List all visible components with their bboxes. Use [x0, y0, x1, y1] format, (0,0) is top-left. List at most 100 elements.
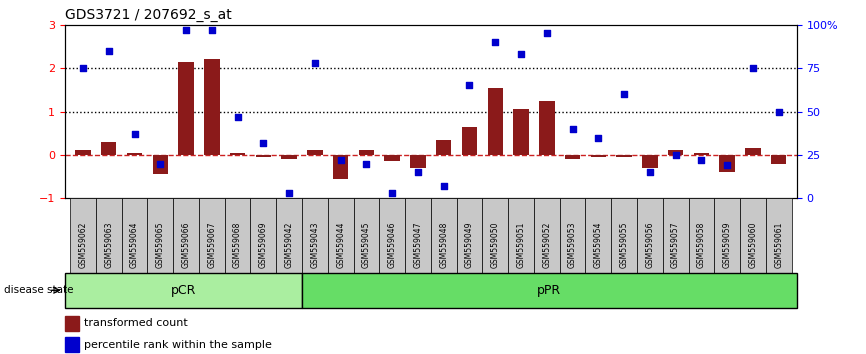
Point [643, 170, 656, 175]
Text: GSM559049: GSM559049 [465, 222, 474, 268]
Bar [559, 198, 585, 292]
Bar [250, 198, 276, 292]
Bar [637, 198, 662, 292]
Text: GSM559043: GSM559043 [310, 222, 320, 268]
Bar [385, 155, 400, 161]
Bar [405, 198, 431, 292]
Text: pPR: pPR [537, 284, 561, 297]
Bar [642, 155, 657, 168]
Point [669, 152, 682, 158]
Bar [431, 198, 456, 292]
Text: GSM559050: GSM559050 [491, 222, 500, 268]
Bar [173, 198, 199, 292]
Bar [302, 198, 327, 292]
Text: GSM559064: GSM559064 [130, 222, 139, 268]
Text: GSM559061: GSM559061 [774, 222, 783, 268]
Bar [65, 316, 79, 331]
Point [695, 157, 708, 163]
Text: GSM559054: GSM559054 [594, 222, 603, 268]
Bar [766, 198, 792, 292]
Bar [359, 150, 374, 155]
Bar [565, 155, 580, 159]
Bar [255, 155, 271, 157]
Point [772, 109, 785, 114]
Point [308, 60, 322, 66]
Bar [714, 198, 740, 292]
Bar [65, 337, 79, 352]
Text: GSM559052: GSM559052 [542, 222, 552, 268]
Point [591, 135, 605, 140]
Bar [534, 198, 559, 292]
Point [282, 190, 296, 196]
Text: GSM559068: GSM559068 [233, 222, 242, 268]
Text: GSM559069: GSM559069 [259, 222, 268, 268]
Point [436, 183, 450, 189]
Text: GSM559060: GSM559060 [748, 222, 758, 268]
Point [488, 39, 502, 45]
Text: GSM559055: GSM559055 [619, 222, 629, 268]
Text: GSM559057: GSM559057 [671, 222, 680, 268]
Bar [611, 198, 637, 292]
Bar [585, 198, 611, 292]
Bar [333, 155, 348, 179]
Bar [462, 127, 477, 155]
Point [617, 91, 631, 97]
Point [256, 140, 270, 145]
Bar [178, 62, 194, 155]
Bar [617, 155, 632, 157]
Text: GDS3721 / 207692_s_at: GDS3721 / 207692_s_at [65, 8, 232, 22]
Bar [199, 198, 224, 292]
Bar [147, 198, 173, 292]
Text: pCR: pCR [171, 284, 197, 297]
Bar [152, 155, 168, 175]
Bar [688, 198, 714, 292]
Bar [229, 153, 245, 155]
Text: disease state: disease state [4, 285, 74, 295]
Point [102, 48, 116, 53]
Bar [204, 59, 220, 155]
Bar [488, 88, 503, 155]
Bar [539, 101, 554, 155]
Point [540, 30, 553, 36]
Text: transformed count: transformed count [84, 318, 188, 329]
Point [411, 170, 425, 175]
Text: GSM559056: GSM559056 [645, 222, 655, 268]
Bar [126, 153, 142, 155]
Bar [353, 198, 379, 292]
Bar [302, 273, 797, 308]
Bar [745, 148, 760, 155]
Point [746, 65, 759, 71]
Bar [436, 140, 451, 155]
Text: percentile rank within the sample: percentile rank within the sample [84, 339, 272, 350]
Text: GSM559059: GSM559059 [722, 222, 732, 268]
Text: GSM559053: GSM559053 [568, 222, 577, 268]
Bar [482, 198, 508, 292]
Bar [327, 198, 353, 292]
Bar [668, 150, 683, 155]
Point [230, 114, 244, 120]
Bar [96, 198, 121, 292]
Bar [70, 198, 96, 292]
Bar [121, 198, 147, 292]
Text: GSM559063: GSM559063 [104, 222, 113, 268]
Bar [771, 155, 786, 164]
Bar [224, 198, 250, 292]
Bar [508, 198, 534, 292]
Bar [276, 198, 302, 292]
Text: GSM559046: GSM559046 [388, 222, 397, 268]
Text: GSM559048: GSM559048 [439, 222, 449, 268]
Bar [514, 109, 529, 155]
Text: GSM559066: GSM559066 [182, 222, 191, 268]
Text: GSM559062: GSM559062 [79, 222, 87, 268]
Bar [720, 155, 735, 172]
Point [127, 131, 141, 137]
Point [462, 82, 476, 88]
Bar [456, 198, 482, 292]
Point [514, 51, 528, 57]
Point [721, 162, 734, 168]
Bar [65, 273, 302, 308]
Bar [101, 142, 117, 155]
Bar [281, 155, 297, 159]
Bar [379, 198, 405, 292]
Text: GSM559047: GSM559047 [413, 222, 423, 268]
